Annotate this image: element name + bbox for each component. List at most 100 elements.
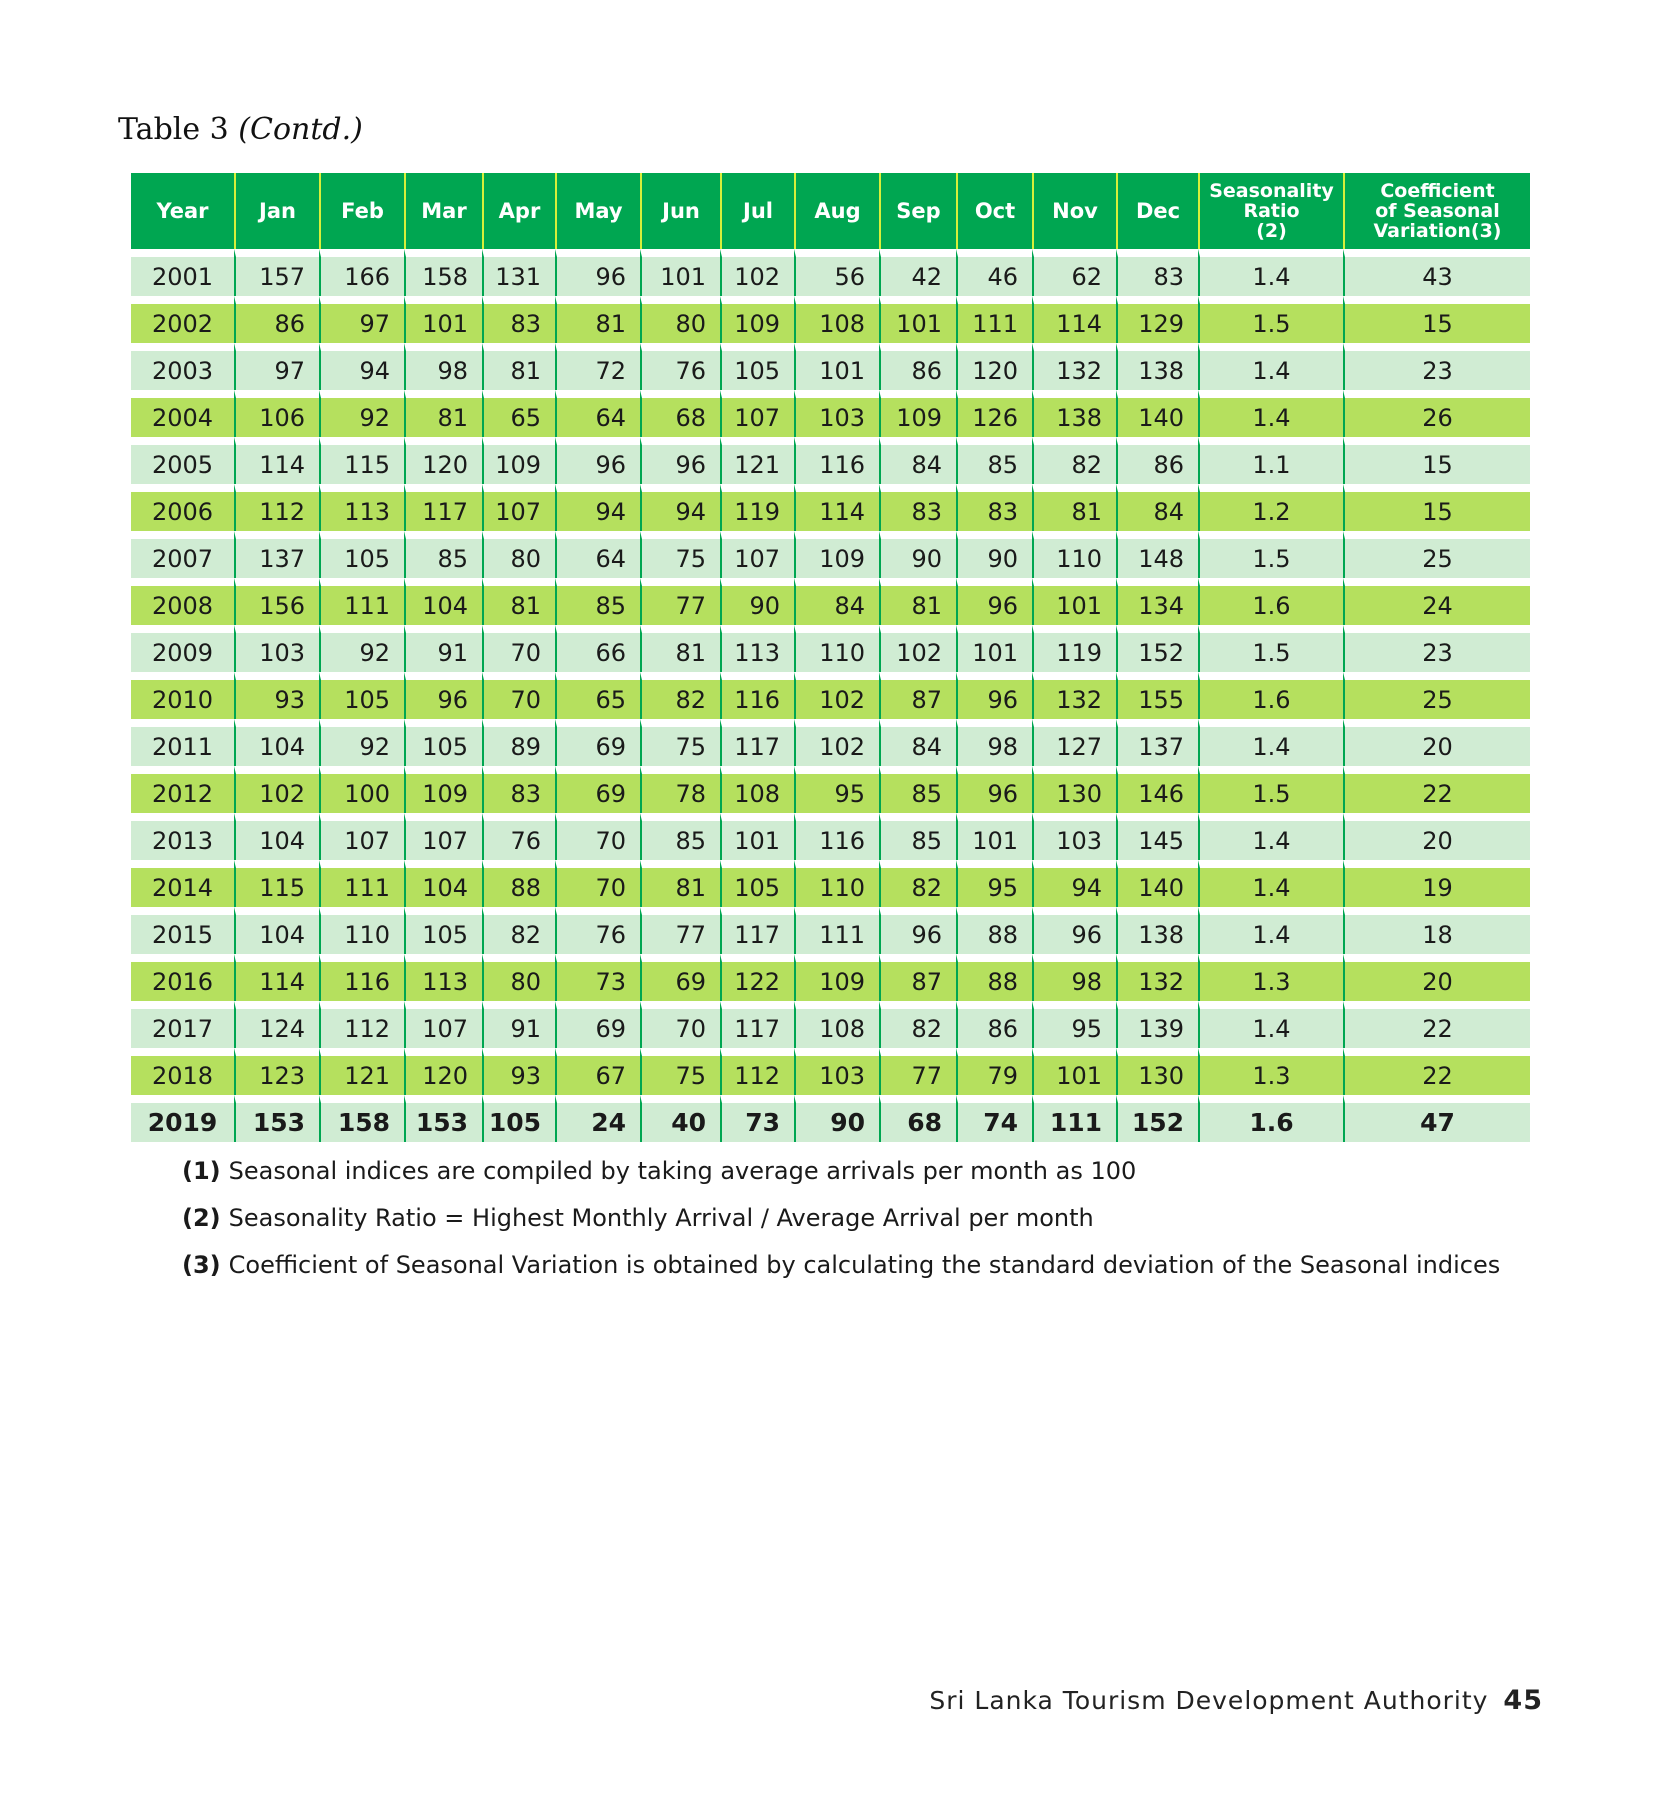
cell-month-value: 104 bbox=[404, 578, 482, 625]
cell-month-value: 70 bbox=[555, 813, 640, 860]
cell-month-value: 81 bbox=[404, 390, 482, 437]
table-row: 2002 86 97 101 83 81 80 109 108 101 111 114 129 1.5 15 bbox=[131, 296, 1530, 343]
header-coef-line: Variation(3) bbox=[1373, 220, 1502, 242]
cell-seasonality-ratio: 1.4 bbox=[1198, 390, 1343, 437]
cell-month-value: 96 bbox=[555, 249, 640, 296]
footnote-number: (3) bbox=[182, 1251, 221, 1279]
cell-month-value: 157 bbox=[234, 249, 319, 296]
cell-month-value: 101 bbox=[640, 249, 720, 296]
cell-year: 2010 bbox=[131, 672, 234, 719]
cell-month-value: 77 bbox=[879, 1048, 956, 1095]
cell-month-value: 107 bbox=[720, 531, 794, 578]
cell-year: 2006 bbox=[131, 484, 234, 531]
footnote: (2) Seasonality Ratio = Highest Monthly A… bbox=[182, 1195, 1500, 1242]
cell-month-value: 70 bbox=[482, 672, 555, 719]
header-coefficient: Coefficient of Seasonal Variation(3) bbox=[1343, 173, 1530, 249]
cell-month-value: 113 bbox=[720, 625, 794, 672]
header-month: Feb bbox=[319, 173, 404, 249]
cell-seasonality-ratio: 1.4 bbox=[1198, 860, 1343, 907]
cell-month-value: 109 bbox=[482, 437, 555, 484]
cell-month-value: 111 bbox=[319, 860, 404, 907]
table-caption-contd: (Contd.) bbox=[238, 112, 363, 147]
table-caption: Table 3 (Contd.) bbox=[118, 112, 363, 147]
cell-seasonality-ratio: 1.1 bbox=[1198, 437, 1343, 484]
cell-month-value: 97 bbox=[319, 296, 404, 343]
cell-month-value: 126 bbox=[956, 390, 1032, 437]
table-row: 2005 114 115 120 109 96 96 121 116 84 85 82 86 1.1 15 bbox=[131, 437, 1530, 484]
cell-month-value: 112 bbox=[720, 1048, 794, 1095]
cell-month-value: 101 bbox=[1032, 578, 1116, 625]
cell-coefficient: 19 bbox=[1343, 860, 1530, 907]
table-header-row: Year Jan Feb Mar Apr May Jun Jul Aug Sep… bbox=[131, 173, 1530, 249]
cell-month-value: 82 bbox=[879, 860, 956, 907]
cell-month-value: 102 bbox=[234, 766, 319, 813]
cell-coefficient: 20 bbox=[1343, 719, 1530, 766]
cell-seasonality-ratio: 1.6 bbox=[1198, 578, 1343, 625]
cell-month-value: 82 bbox=[482, 907, 555, 954]
cell-month-value: 105 bbox=[482, 1095, 555, 1142]
cell-year: 2016 bbox=[131, 954, 234, 1001]
cell-month-value: 69 bbox=[555, 719, 640, 766]
cell-month-value: 69 bbox=[555, 1001, 640, 1048]
footnote-text: Coefficient of Seasonal Variation is obt… bbox=[228, 1251, 1501, 1279]
cell-month-value: 110 bbox=[794, 860, 879, 907]
cell-month-value: 92 bbox=[319, 719, 404, 766]
cell-month-value: 100 bbox=[319, 766, 404, 813]
table-row: 2004 106 92 81 65 64 68 107 103 109 126 138 140 1.4 26 bbox=[131, 390, 1530, 437]
cell-month-value: 115 bbox=[234, 860, 319, 907]
cell-month-value: 132 bbox=[1032, 672, 1116, 719]
cell-month-value: 84 bbox=[879, 719, 956, 766]
cell-month-value: 68 bbox=[640, 390, 720, 437]
table-row: 2009 103 92 91 70 66 81 113 110 102 101 119 152 1.5 23 bbox=[131, 625, 1530, 672]
cell-seasonality-ratio: 1.4 bbox=[1198, 249, 1343, 296]
cell-coefficient: 20 bbox=[1343, 954, 1530, 1001]
cell-month-value: 104 bbox=[234, 719, 319, 766]
cell-month-value: 117 bbox=[720, 907, 794, 954]
cell-month-value: 153 bbox=[404, 1095, 482, 1142]
cell-month-value: 102 bbox=[794, 672, 879, 719]
table-row: 2006 112 113 117 107 94 94 119 114 83 83 81 84 1.2 15 bbox=[131, 484, 1530, 531]
cell-coefficient: 22 bbox=[1343, 1001, 1530, 1048]
cell-month-value: 109 bbox=[794, 954, 879, 1001]
cell-month-value: 115 bbox=[319, 437, 404, 484]
header-month: Jun bbox=[640, 173, 720, 249]
cell-month-value: 24 bbox=[555, 1095, 640, 1142]
cell-month-value: 108 bbox=[720, 766, 794, 813]
cell-month-value: 104 bbox=[234, 907, 319, 954]
cell-month-value: 116 bbox=[319, 954, 404, 1001]
cell-month-value: 116 bbox=[794, 437, 879, 484]
cell-year: 2013 bbox=[131, 813, 234, 860]
header-month: Jul bbox=[720, 173, 794, 249]
cell-month-value: 78 bbox=[640, 766, 720, 813]
cell-month-value: 122 bbox=[720, 954, 794, 1001]
cell-month-value: 110 bbox=[319, 907, 404, 954]
cell-seasonality-ratio: 1.6 bbox=[1198, 672, 1343, 719]
cell-month-value: 117 bbox=[720, 719, 794, 766]
cell-year: 2003 bbox=[131, 343, 234, 390]
cell-month-value: 86 bbox=[956, 1001, 1032, 1048]
table-row: 2015 104 110 105 82 76 77 117 111 96 88 96 138 1.4 18 bbox=[131, 907, 1530, 954]
cell-month-value: 109 bbox=[404, 766, 482, 813]
cell-coefficient: 15 bbox=[1343, 296, 1530, 343]
cell-month-value: 111 bbox=[1032, 1095, 1116, 1142]
cell-coefficient: 15 bbox=[1343, 437, 1530, 484]
cell-month-value: 103 bbox=[1032, 813, 1116, 860]
cell-month-value: 84 bbox=[794, 578, 879, 625]
table-row: 2001 157 166 158 131 96 101 102 56 42 46 62 83 1.4 43 bbox=[131, 249, 1530, 296]
cell-month-value: 97 bbox=[234, 343, 319, 390]
header-month: Aug bbox=[794, 173, 879, 249]
cell-month-value: 137 bbox=[1116, 719, 1198, 766]
cell-month-value: 111 bbox=[319, 578, 404, 625]
header-ratio-line: Seasonality bbox=[1209, 180, 1334, 202]
cell-month-value: 69 bbox=[640, 954, 720, 1001]
cell-month-value: 123 bbox=[234, 1048, 319, 1095]
cell-year: 2015 bbox=[131, 907, 234, 954]
cell-coefficient: 25 bbox=[1343, 531, 1530, 578]
cell-year: 2011 bbox=[131, 719, 234, 766]
table-row: 2011 104 92 105 89 69 75 117 102 84 98 127 137 1.4 20 bbox=[131, 719, 1530, 766]
cell-month-value: 91 bbox=[404, 625, 482, 672]
footnote-number: (1) bbox=[182, 1157, 221, 1185]
cell-month-value: 83 bbox=[956, 484, 1032, 531]
cell-month-value: 81 bbox=[879, 578, 956, 625]
cell-month-value: 75 bbox=[640, 719, 720, 766]
